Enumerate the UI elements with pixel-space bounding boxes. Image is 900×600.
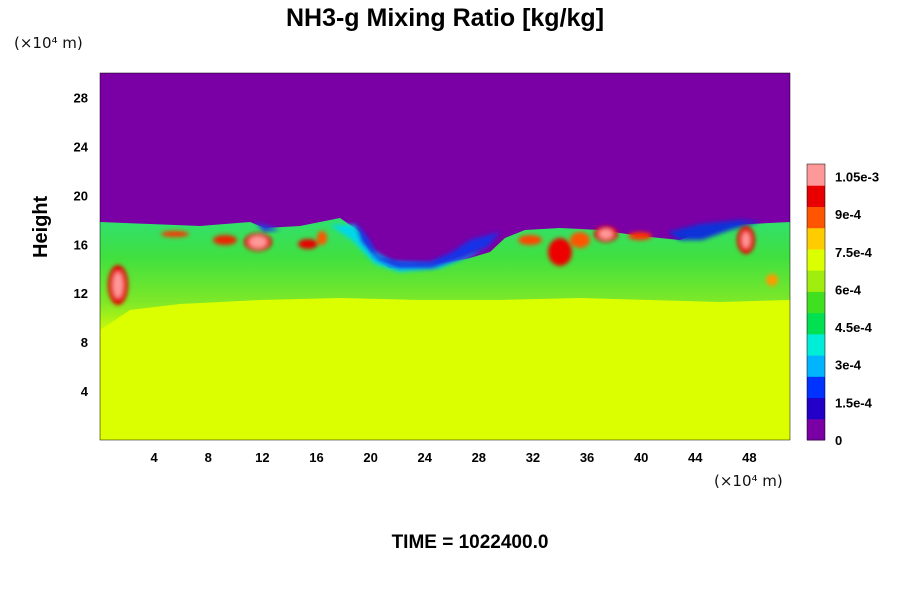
colorbar-tick-label: 0 [835,433,842,448]
colorbar-swatch [807,376,825,399]
mixed-layer-region [100,218,790,330]
colorbar-swatch [807,355,825,377]
colorbar-swatch [807,227,825,250]
colorbar-tick-label: 6e-4 [835,282,862,297]
colorbar-swatch [807,397,825,420]
x-tick-label: 28 [472,450,486,465]
x-tick-label: 4 [151,450,159,465]
colorbar-swatch [807,333,825,356]
x-tick-label: 20 [363,450,377,465]
colorbar-labels: 0 1.5e-4 3e-4 4.5e-4 6e-4 7.5e-4 9e-4 1.05e-3 [835,170,879,448]
colorbar-swatch [807,206,825,229]
colorbar-border [806,163,826,441]
colorbar-swatch [807,418,825,441]
x-tick-label: 8 [205,450,212,465]
x-unit-label: (×10⁴ m) [714,472,783,490]
colorbar-tick-label: 7.5e-4 [835,245,873,260]
y-unit-label: (×10⁴ m) [14,34,83,52]
y-tick-label: 24 [74,139,89,154]
colorbar-swatch [807,270,825,292]
colorbar-tick-label: 1.05e-3 [835,170,879,185]
x-tick-label: 40 [634,450,648,465]
blue-front-right [668,220,760,240]
colorbar-tick-label: 3e-4 [835,358,862,373]
blue-front [355,222,500,268]
y-tick-label: 16 [74,237,88,252]
x-tick-label: 36 [580,450,594,465]
colorbar-swatch [807,185,825,207]
y-tick-label: 4 [81,384,89,399]
y-tick-label: 20 [74,188,88,203]
x-tick-label: 44 [688,450,703,465]
colorbar-swatch [807,248,825,271]
colorbar-swatch [807,164,825,186]
x-axis-ticks: 4 8 12 16 20 24 28 32 36 40 44 48 [151,450,757,465]
colorbar-tick-label: 9e-4 [835,207,862,222]
y-tick-label: 28 [74,90,88,105]
x-tick-label: 24 [417,450,432,465]
chart-title: NH3-g Mixing Ratio [kg/kg] [285,4,605,32]
blue-front-left [255,222,280,232]
y-axis-ticks: 4 8 12 16 20 24 28 [74,90,89,399]
time-label: TIME = 1022400.0 [391,532,549,553]
plot-area [99,72,791,441]
colorbar-tick-label: 4.5e-4 [835,320,873,335]
y-tick-label: 12 [74,286,88,301]
lower-layer-region [100,298,790,440]
x-tick-label: 16 [309,450,323,465]
x-tick-label: 12 [255,450,269,465]
x-tick-label: 32 [526,450,540,465]
colorbar-tick-label: 1.5e-4 [835,395,873,410]
x-tick-label: 48 [742,450,756,465]
colorbar-swatch [807,312,825,335]
high-value-blobs [108,226,778,305]
y-tick-label: 8 [81,335,88,350]
colorbar-swatch [807,291,825,314]
colorbar [806,163,826,441]
